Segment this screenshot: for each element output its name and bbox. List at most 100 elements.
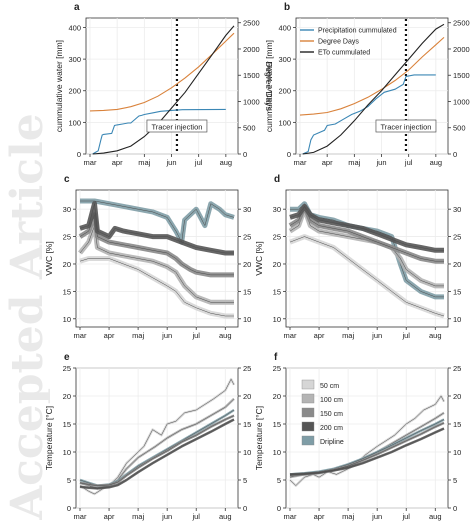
- annotation-label: Tracer injection: [151, 123, 202, 132]
- y-tick-label: 300: [278, 55, 291, 64]
- panel-c: c 10 15 20 25 30 mar apr maj jun jul aug 10 15 20 25 30 V…: [44, 174, 251, 340]
- legend-swatch: [301, 421, 315, 432]
- y-tick-label: 25: [63, 233, 71, 242]
- x-tick-label: aug: [429, 331, 442, 340]
- legend-swatch: [301, 435, 315, 446]
- y-right-tick-label: 25: [243, 364, 251, 373]
- panel-letter-f: f: [274, 352, 278, 363]
- y-right-tick-label: 1000: [453, 97, 470, 106]
- y-right-tick-label: 20: [243, 392, 251, 401]
- x-tick-label: mar: [74, 331, 87, 340]
- y-axis-label: VWC [%]: [44, 241, 54, 275]
- x-tick-label: jul: [404, 158, 413, 167]
- y-tick-label: 10: [63, 315, 71, 324]
- y-right-axis-label: Degree Days: [264, 61, 274, 111]
- y-right-tick-label: 10: [453, 315, 461, 324]
- series-precip: [302, 74, 436, 155]
- x-tick-label: jun: [371, 331, 382, 340]
- x-tick-label: aug: [219, 512, 232, 521]
- x-tick-label: apr: [314, 512, 325, 521]
- y-right-tick-label: 0: [453, 504, 457, 513]
- x-tick-label: mar: [74, 512, 87, 521]
- x-tick-label: aug: [430, 158, 443, 167]
- legend-label: ETo cummulated: [318, 50, 370, 57]
- x-tick-label: apr: [112, 158, 123, 167]
- y-tick-label: 20: [273, 392, 281, 401]
- panel-letter-c: c: [64, 174, 70, 185]
- x-tick-label: jul: [191, 512, 200, 521]
- y-right-tick-label: 500: [243, 124, 256, 133]
- y-tick-label: 5: [67, 476, 71, 485]
- y-right-tick-label: 15: [243, 287, 251, 296]
- series-50: [289, 236, 445, 317]
- y-right-tick-label: 20: [453, 260, 461, 269]
- panel-d: d 10 15 20 25 30 mar apr maj jun jul aug 10 15 20 25 30 V…: [254, 174, 461, 340]
- x-tick-label: apr: [314, 331, 325, 340]
- y-tick-label: 30: [63, 205, 71, 214]
- panel-b: b 0 100 200 300 400 mar apr maj jun jul aug 0 500 1000…: [264, 2, 470, 167]
- y-tick-label: 10: [63, 448, 71, 457]
- series-precip: [92, 108, 226, 155]
- x-tick-label: aug: [220, 158, 233, 167]
- x-tick-label: maj: [348, 158, 360, 167]
- y-tick-label: 15: [273, 287, 281, 296]
- y-tick-label: 100: [68, 118, 81, 127]
- x-tick-label: jul: [401, 331, 410, 340]
- panel-letter-d: d: [274, 174, 280, 185]
- y-tick-label: 0: [277, 504, 281, 513]
- series-eto: [92, 25, 235, 155]
- y-right-tick-label: 1500: [453, 71, 470, 80]
- y-axis-label: cummulative water [mm]: [54, 40, 64, 132]
- y-tick-label: 20: [63, 260, 71, 269]
- series-200: [79, 203, 234, 254]
- legend-label: 200 cm: [320, 425, 343, 432]
- y-tick-label: 25: [63, 364, 71, 373]
- y-tick-label: 10: [273, 448, 281, 457]
- y-tick-label: 20: [273, 260, 281, 269]
- series-eto: [302, 23, 445, 155]
- series-50: [79, 258, 234, 317]
- x-tick-label: apr: [104, 512, 115, 521]
- y-right-tick-label: 30: [243, 205, 251, 214]
- y-right-tick-label: 5: [453, 476, 457, 485]
- x-tick-label: aug: [219, 331, 232, 340]
- x-tick-label: apr: [322, 158, 333, 167]
- y-right-tick-label: 10: [243, 315, 251, 324]
- x-tick-label: mar: [284, 331, 297, 340]
- y-tick-label: 15: [63, 287, 71, 296]
- y-tick-label: 200: [278, 87, 291, 96]
- y-axis-label: Temperature [°C]: [44, 406, 54, 470]
- y-right-tick-label: 30: [453, 205, 461, 214]
- x-tick-label: maj: [138, 158, 150, 167]
- y-tick-label: 25: [273, 364, 281, 373]
- series-200: [289, 428, 445, 475]
- x-tick-label: mar: [294, 158, 307, 167]
- y-right-tick-label: 20: [243, 260, 251, 269]
- y-right-tick-label: 25: [453, 233, 461, 242]
- legend-label: 100 cm: [320, 397, 343, 404]
- x-tick-label: jun: [371, 512, 382, 521]
- y-tick-label: 300: [68, 55, 81, 64]
- y-axis-label: Temperature [°C]: [254, 406, 264, 470]
- y-right-tick-label: 10: [243, 448, 251, 457]
- annotation-box: [375, 119, 437, 133]
- annotation-label: Tracer injection: [380, 123, 431, 132]
- y-tick-label: 200: [68, 87, 81, 96]
- legend-swatch: [301, 393, 315, 404]
- panel-a: a 0 100 200 300 400 mar apr maj jun jul aug 0 500 1000…: [54, 2, 274, 167]
- legend-label: Precipitation cummulated: [318, 28, 397, 35]
- series-200: [289, 205, 444, 251]
- y-right-tick-label: 0: [453, 150, 457, 159]
- y-right-tick-label: 15: [453, 287, 461, 296]
- x-tick-label: mar: [84, 158, 97, 167]
- x-tick-label: jun: [166, 158, 177, 167]
- y-right-tick-label: 1500: [243, 71, 260, 80]
- x-tick-label: maj: [342, 331, 354, 340]
- x-tick-label: jun: [161, 512, 172, 521]
- y-tick-label: 400: [278, 23, 291, 32]
- y-tick-label: 0: [77, 150, 81, 159]
- y-right-tick-label: 20: [453, 392, 461, 401]
- legend-swatch: [301, 407, 315, 418]
- panel-e: e 0 5 10 15 20 25 mar apr maj jun jul aug 0 5 10 15 20 25 T…: [44, 352, 251, 521]
